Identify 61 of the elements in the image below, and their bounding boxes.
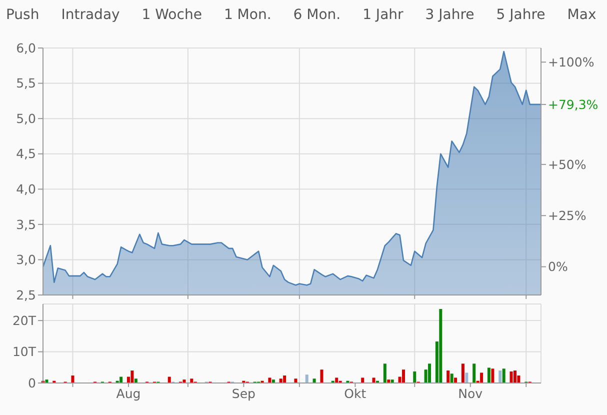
bar xyxy=(312,378,316,383)
text: 1 Mon. xyxy=(224,7,272,23)
text: 1 Jahr xyxy=(362,7,404,23)
y2-tick-label: 0% xyxy=(548,259,568,274)
text: 5 Jahre xyxy=(496,7,546,23)
bar xyxy=(480,372,484,383)
bar xyxy=(472,364,476,383)
bar xyxy=(130,370,134,383)
y-tick-label: 4,5 xyxy=(16,146,36,162)
bar xyxy=(487,368,490,383)
y-tick-label: 10T xyxy=(12,344,36,360)
bar xyxy=(320,370,324,383)
bar xyxy=(305,374,308,383)
bar xyxy=(439,308,442,383)
bar xyxy=(383,364,386,383)
bar xyxy=(450,374,454,383)
bar xyxy=(402,370,405,383)
x-tick-label: Aug xyxy=(116,386,141,401)
bar xyxy=(428,364,432,383)
y-tick-label: 5,0 xyxy=(16,110,36,126)
bar xyxy=(279,378,282,383)
bar xyxy=(283,376,286,383)
y-tick-label: 2,5 xyxy=(16,287,36,302)
bar xyxy=(294,378,298,383)
text: Push xyxy=(6,7,40,23)
bar xyxy=(446,370,450,383)
bar xyxy=(491,368,494,383)
x-tick-label: Sep xyxy=(232,386,256,401)
y-tick-label: 0 xyxy=(28,375,36,390)
bar xyxy=(361,378,364,383)
x-tick-label: Okt xyxy=(344,386,366,401)
text: 1 Woche xyxy=(142,7,202,23)
text: 6 Mon. xyxy=(293,7,341,23)
bar xyxy=(335,378,338,383)
bar xyxy=(190,378,194,383)
bar xyxy=(71,376,74,383)
bar xyxy=(498,370,502,383)
bar xyxy=(372,378,376,383)
bar xyxy=(461,364,464,383)
text: Max xyxy=(567,7,596,23)
text: 3 Jahre xyxy=(425,7,474,23)
bar xyxy=(502,368,506,383)
y2-tick-label: +100% xyxy=(548,54,594,70)
bar xyxy=(465,372,468,383)
y-tick-label: 4,0 xyxy=(16,182,36,197)
bar xyxy=(510,371,513,383)
x-tick-label: Nov xyxy=(458,386,484,401)
bar xyxy=(134,378,138,383)
bar xyxy=(513,370,516,383)
y-tick-label: 5,5 xyxy=(16,76,36,91)
y-tick-label: 3,0 xyxy=(16,252,36,268)
y2-tick-label: +50% xyxy=(548,156,586,172)
y-tick-label: 20T xyxy=(12,312,36,328)
y-tick-label: 3,5 xyxy=(16,216,36,232)
text: Intraday xyxy=(61,7,120,23)
y-tick-label: 6,0 xyxy=(16,40,36,56)
bar xyxy=(268,378,272,383)
annotation: +79,3% xyxy=(548,96,598,112)
y2-tick-label: +25% xyxy=(548,208,586,223)
bar xyxy=(454,378,458,383)
bar xyxy=(413,371,416,383)
